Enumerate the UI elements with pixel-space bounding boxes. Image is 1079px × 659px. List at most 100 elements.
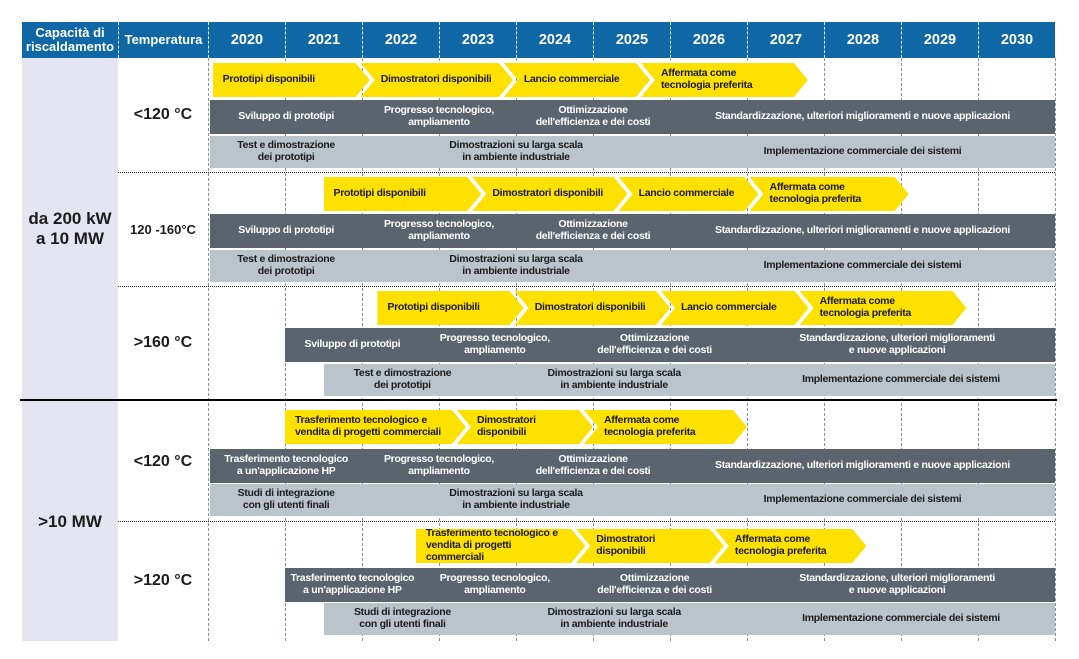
milestone-arrow-segment: Dimostratori disponibili — [576, 529, 724, 563]
dark-phase-label: Standardizzazione, ulteriori miglioramen… — [670, 449, 1055, 483]
milestone-arrow-segment: Affermata come tecnologia preferita — [800, 291, 967, 325]
header-years-row: 2020 2021 2022 2023 2024 2025 2026 2027 2028 2029… — [208, 22, 1055, 58]
milestone-arrow-segment: Dimostratori disponibili — [457, 410, 593, 444]
light-phase-bar — [210, 136, 1055, 168]
light-phase-label: Dimostrazioni su larga scala in ambiente… — [362, 136, 670, 168]
milestone-arrow-segment: Trasferimento tecnologico e vendita di p… — [416, 529, 585, 563]
milestone-arrow-segment: Affermata come tecnologia preferita — [750, 177, 909, 211]
milestone-label: Prototipi disponibili — [333, 187, 426, 200]
milestone-arrow-segment: Affermata come tecnologia preferita — [584, 410, 747, 444]
milestone-label: Affermata come tecnologia preferita — [734, 533, 827, 557]
header-year: 2020 — [208, 22, 285, 58]
dark-phase-label-text: Progresso tecnologico, ampliamento — [383, 453, 495, 477]
dark-phase-label: Trasferimento tecnologico a un'applicazi… — [210, 449, 362, 483]
header-capacity: Capacità di riscaldamento — [22, 22, 118, 58]
dark-phase-label: Standardizzazione, ulteriori miglioramen… — [739, 328, 1055, 362]
milestone-label: Affermata come tecnologia preferita — [769, 181, 861, 205]
dark-phase-label-text: Ottimizzazione dell'efficienza e dei cos… — [597, 332, 712, 356]
milestone-arrow-segment: Dimostratori disponibili — [361, 63, 513, 97]
milestone-arrow-segment: Lancio commerciale — [504, 63, 650, 97]
row-separator — [118, 521, 1055, 522]
dark-phase-label-text: Ottimizzazione dell'efficienza e dei cos… — [597, 572, 712, 596]
milestone-arrow-segment: Trasferimento tecnologico e vendita di p… — [285, 410, 466, 444]
dark-phase-label: Sviluppo di prototipi — [285, 328, 420, 362]
milestone-arrow-segment: Affermata come tecnologia preferita — [641, 63, 808, 97]
dark-phase-label-text: Trasferimento tecnologico a un'applicazi… — [224, 453, 349, 477]
header-year: 2028 — [824, 22, 901, 58]
light-phase-label: Implementazione commerciale dei sistemi — [670, 136, 1055, 168]
milestone-label: Affermata come tecnologia preferita — [660, 67, 753, 91]
light-phase-label-text: Dimostrazioni su larga scala in ambiente… — [449, 139, 583, 163]
temperature-label: >120 °C — [133, 572, 193, 589]
milestone-label: Prototipi disponibili — [222, 73, 315, 86]
header-year: 2029 — [901, 22, 978, 58]
header-year: 2024 — [516, 22, 593, 58]
milestone-label: Dimostratori disponibili — [380, 73, 492, 86]
capacity-group-label-1: da 200 kW a 10 MW — [28, 208, 112, 248]
dark-phase-label-text: Sviluppo di prototipi — [238, 224, 335, 237]
dark-phase-label-text: Progresso tecnologico, ampliamento — [383, 218, 495, 242]
dark-phase-label: Ottimizzazione dell'efficienza e dei cos… — [516, 449, 670, 483]
dark-phase-label: Standardizzazione, ulteriori miglioramen… — [670, 100, 1055, 134]
header-temperature: Temperatura — [118, 22, 208, 58]
dark-phase-label-text: Sviluppo di prototipi — [238, 110, 335, 123]
light-phase-label-text: Dimostrazioni su larga scala in ambiente… — [449, 253, 583, 277]
milestone-label: Dimostratori disponibili — [534, 301, 646, 314]
dark-phase-label: Ottimizzazione dell'efficienza e dei cos… — [516, 100, 670, 134]
light-phase-bar — [210, 484, 1055, 516]
dark-phase-label: Ottimizzazione dell'efficienza e dei cos… — [570, 568, 739, 602]
dark-phase-bar — [285, 328, 1055, 362]
milestone-label: Dimostratori disponibili — [492, 187, 603, 200]
dark-phase-label: Progresso tecnologico, ampliamento — [362, 449, 516, 483]
milestone-label: Lancio commerciale — [523, 73, 620, 86]
year-gridline — [1055, 58, 1056, 641]
milestone-label: Dimostratori disponibili — [596, 533, 656, 557]
temperature-label: <120 °C — [133, 452, 193, 470]
group-divider — [20, 399, 1057, 401]
light-phase-label: Dimostrazioni su larga scala in ambiente… — [481, 603, 747, 635]
light-phase-label: Dimostrazioni su larga scala in ambiente… — [362, 484, 670, 516]
dark-phase-label-text: Standardizzazione, ulteriori miglioramen… — [715, 459, 1010, 472]
light-phase-bar — [323, 364, 1055, 396]
capacity-group-label-2: >10 MW — [38, 511, 102, 531]
dark-phase-label: Trasferimento tecnologico a un'applicazi… — [285, 568, 420, 602]
light-phase-label-text: Dimostrazioni su larga scala in ambiente… — [547, 606, 681, 630]
milestone-label: Trasferimento tecnologico e vendita di p… — [295, 414, 441, 438]
dark-phase-label: Progresso tecnologico, ampliamento — [420, 328, 570, 362]
dark-phase-bar — [210, 449, 1055, 483]
temperature-label: 120 -160°C — [130, 221, 196, 237]
light-phase-label-text: Implementazione commerciale dei sistemi — [763, 259, 962, 272]
milestone-label: Lancio commerciale — [681, 301, 777, 314]
light-phase-label: Test e dimostrazione dei prototipi — [210, 136, 362, 168]
dark-phase-label-text: Progresso tecnologico, ampliamento — [439, 572, 550, 596]
header-year: 2027 — [747, 22, 824, 58]
header-year: 2022 — [362, 22, 439, 58]
light-phase-label-text: Studi di integrazione con gli utenti fin… — [353, 606, 451, 630]
light-phase-label: Studi di integrazione con gli utenti fin… — [210, 484, 362, 516]
dark-phase-bar — [285, 568, 1055, 602]
light-phase-label-text: Dimostrazioni su larga scala in ambiente… — [449, 487, 583, 511]
milestone-arrow-segment: Prototipi disponibili — [377, 291, 523, 325]
milestone-label: Affermata come tecnologia preferita — [604, 414, 696, 438]
milestone-label: Lancio commerciale — [638, 187, 735, 200]
dark-phase-label-text: Trasferimento tecnologico a un'applicazi… — [290, 572, 415, 596]
milestone-arrow-segment: Lancio commerciale — [661, 291, 809, 325]
light-phase-label: Test e dimostrazione dei prototipi — [324, 364, 482, 396]
header-year: 2025 — [593, 22, 670, 58]
milestone-arrow-segment: Lancio commerciale — [619, 177, 759, 211]
dark-phase-label: Progresso tecnologico, ampliamento — [362, 214, 516, 248]
dark-phase-label-text: Standardizzazione, ulteriori miglioramen… — [715, 224, 1010, 237]
dark-phase-label: Progresso tecnologico, ampliamento — [420, 568, 570, 602]
light-phase-label-text: Test e dimostrazione dei prototipi — [237, 139, 335, 163]
dark-phase-label: Ottimizzazione dell'efficienza e dei cos… — [516, 214, 670, 248]
milestone-arrow-segment: Prototipi disponibili — [324, 177, 482, 211]
dark-phase-label-text: Ottimizzazione dell'efficienza e dei cos… — [535, 453, 651, 477]
year-gridline — [208, 58, 209, 641]
light-phase-bar — [323, 603, 1055, 635]
header-year: 2023 — [439, 22, 516, 58]
milestone-label: Prototipi disponibili — [387, 301, 480, 314]
dark-phase-label: Standardizzazione, ulteriori miglioramen… — [739, 568, 1055, 602]
light-phase-label-text: Test e dimostrazione dei prototipi — [353, 367, 452, 391]
milestone-label: Affermata come tecnologia preferita — [819, 295, 912, 319]
dark-phase-label-text: Sviluppo di prototipi — [304, 338, 401, 351]
